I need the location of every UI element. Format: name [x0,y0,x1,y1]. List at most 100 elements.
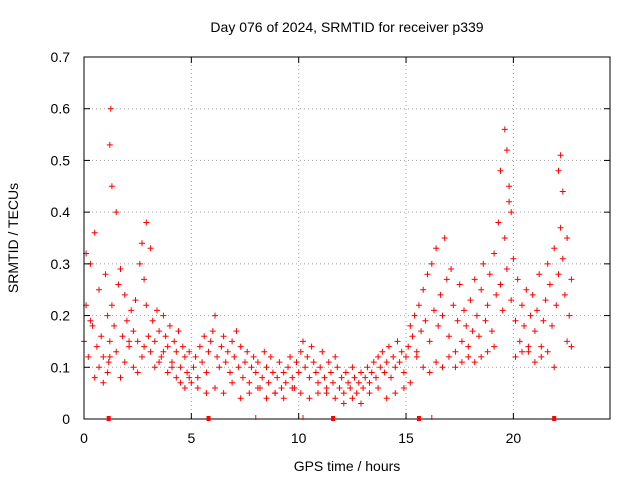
y-tick-label: 0.2 [51,308,71,324]
data-point [233,328,240,335]
data-point [383,395,390,402]
data-point [396,359,403,366]
data-point [531,359,538,366]
data-point [355,379,362,386]
data-point [166,322,173,329]
data-point [385,343,392,350]
data-point [536,271,543,278]
data-point [561,291,568,298]
data-point [323,390,330,397]
x-tick-label: 10 [291,430,307,446]
data-point [415,302,422,309]
data-point [201,333,208,340]
data-point [317,364,324,371]
data-point [431,307,437,314]
data-point [282,379,289,386]
data-point [334,364,341,371]
data-point [491,250,498,257]
data-point [373,374,379,381]
data-point [224,348,231,355]
data-point [480,260,487,267]
y-tick-label: 0.7 [51,49,71,65]
data-point [454,317,461,324]
data-point [272,390,279,397]
x-tick-label: 20 [506,430,522,446]
data-point [439,364,446,371]
data-point [413,353,420,360]
data-point [246,390,253,397]
x-tick-label: 5 [187,430,195,446]
data-point [302,364,309,371]
data-point [229,338,236,345]
data-point [544,260,551,267]
data-point [407,379,414,386]
data-point [435,322,442,329]
data-point [448,266,455,272]
data-point [495,219,502,226]
data-point [87,317,94,324]
data-point [102,271,109,278]
data-point [242,359,248,366]
data-point [315,379,321,386]
bottom-marker [331,416,336,421]
data-point [194,385,201,391]
data-point [216,364,223,371]
data-point [538,353,545,360]
data-point [205,348,212,355]
data-point [246,379,253,386]
data-point [338,374,345,381]
data-point [512,317,519,324]
data-point [426,338,433,345]
data-point [553,302,560,309]
data-point [105,359,112,366]
data-point [383,359,390,366]
data-point [145,333,152,340]
data-point [96,364,102,371]
data-point [123,317,130,324]
data-point [456,281,463,288]
data-point [555,167,562,174]
data-point [514,276,521,283]
data-point [544,348,551,355]
data-point [151,338,158,345]
data-point [491,343,498,350]
data-point [463,322,470,329]
data-point [130,364,137,371]
data-point [287,353,294,360]
data-point [482,317,489,324]
data-point [173,374,180,381]
data-point [559,188,566,195]
data-point [154,307,160,314]
data-point [151,364,158,371]
data-point [177,364,184,371]
data-point [377,364,384,371]
data-point [506,198,513,205]
data-point [108,302,115,309]
grid-lines [84,57,610,419]
data-point [312,369,319,376]
data-point [235,364,242,371]
data-point [458,338,465,345]
data-point [413,348,420,355]
data-point [529,291,536,298]
data-point [169,364,175,371]
data-point [476,333,482,340]
data-point [265,379,272,386]
data-point [104,312,111,319]
data-point [398,348,405,355]
data-point [261,348,268,355]
y-tick-label: 0.4 [51,204,71,220]
data-point [549,322,555,329]
data-point [229,379,236,386]
data-point [126,343,133,350]
data-point [173,348,180,355]
data-point [568,276,575,283]
data-point [106,141,113,148]
data-point [319,348,326,355]
data-point [203,369,210,376]
data-point [379,348,386,355]
data-point [237,343,244,350]
data-point [147,348,154,355]
plot-frame [83,56,611,420]
data-point [546,281,553,288]
